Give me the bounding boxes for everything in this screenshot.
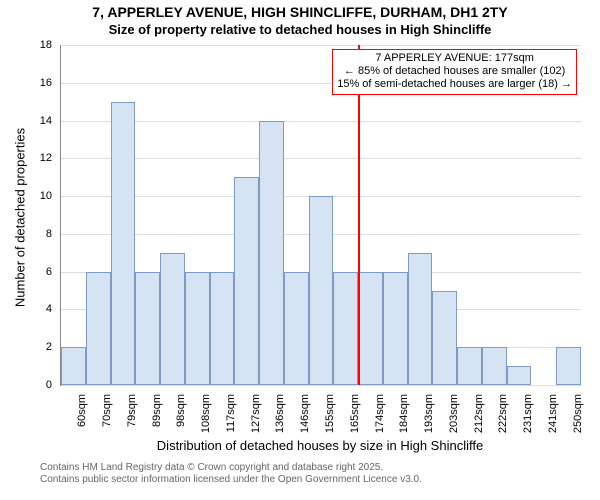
x-tick-label: 174sqm <box>374 394 386 433</box>
annotation-box: 7 APPERLEY AVENUE: 177sqm← 85% of detach… <box>332 49 577 95</box>
y-ticks: 024681012141618 <box>0 45 56 385</box>
title-line1: 7, APPERLEY AVENUE, HIGH SHINCLIFFE, DUR… <box>0 4 600 20</box>
footer-line1: Contains HM Land Registry data © Crown c… <box>40 462 600 474</box>
x-tick-label: 70sqm <box>101 394 113 427</box>
histogram-bar <box>408 253 433 385</box>
y-tick-label: 8 <box>46 228 52 240</box>
x-tick-label: 60sqm <box>76 394 88 427</box>
histogram-bar <box>507 366 532 385</box>
y-tick-label: 10 <box>40 190 52 202</box>
histogram-bar <box>86 272 111 385</box>
x-tick-label: 127sqm <box>250 394 262 433</box>
y-tick-label: 16 <box>40 77 52 89</box>
x-tick-label: 212sqm <box>473 394 485 433</box>
x-tick-label: 203sqm <box>448 394 460 433</box>
histogram-bar <box>210 272 235 385</box>
footer-text: Contains HM Land Registry data © Crown c… <box>0 462 600 486</box>
y-tick-label: 6 <box>46 266 52 278</box>
annotation-line: 15% of semi-detached houses are larger (… <box>337 78 572 91</box>
histogram-bar <box>61 347 86 385</box>
histogram-bar <box>457 347 482 385</box>
histogram-bar <box>185 272 210 385</box>
x-tick-label: 165sqm <box>349 394 361 433</box>
histogram-bar <box>358 272 383 385</box>
x-tick-label: 193sqm <box>423 394 435 433</box>
x-tick-label: 108sqm <box>200 394 212 433</box>
x-tick-label: 184sqm <box>398 394 410 433</box>
histogram-bar <box>383 272 408 385</box>
x-tick-label: 231sqm <box>522 394 534 433</box>
histogram-bar <box>309 196 334 385</box>
x-tick-label: 146sqm <box>299 394 311 433</box>
reference-line <box>358 45 360 385</box>
plot-area: 7 APPERLEY AVENUE: 177sqm← 85% of detach… <box>60 45 581 386</box>
histogram-bar <box>284 272 309 385</box>
histogram-bar <box>556 347 581 385</box>
annotation-line: ← 85% of detached houses are smaller (10… <box>337 65 572 78</box>
x-tick-label: 250sqm <box>572 394 584 433</box>
histogram-bar <box>482 347 507 385</box>
y-tick-label: 14 <box>40 115 52 127</box>
grid-line <box>61 45 581 46</box>
histogram-bar <box>432 291 457 385</box>
x-tick-label: 117sqm <box>225 394 237 432</box>
histogram-bar <box>135 272 160 385</box>
chart-container: 7, APPERLEY AVENUE, HIGH SHINCLIFFE, DUR… <box>0 0 600 500</box>
histogram-bar <box>234 177 259 385</box>
y-tick-label: 18 <box>40 39 52 51</box>
y-tick-label: 12 <box>40 152 52 164</box>
y-tick-label: 4 <box>46 303 52 315</box>
x-tick-label: 79sqm <box>126 394 138 427</box>
y-tick-label: 0 <box>46 379 52 391</box>
histogram-bar <box>259 121 284 385</box>
histogram-bar <box>111 102 136 385</box>
histogram-bar <box>333 272 358 385</box>
y-tick-label: 2 <box>46 341 52 353</box>
x-tick-label: 241sqm <box>547 394 559 433</box>
footer-line2: Contains public sector information licen… <box>40 474 600 486</box>
x-tick-label: 155sqm <box>324 394 336 433</box>
grid-line <box>61 385 581 386</box>
x-tick-label: 222sqm <box>497 394 509 433</box>
annotation-line: 7 APPERLEY AVENUE: 177sqm <box>337 52 572 65</box>
title-line2: Size of property relative to detached ho… <box>0 22 600 37</box>
grid-line <box>61 121 581 122</box>
x-tick-label: 136sqm <box>274 394 286 433</box>
x-axis-label: Distribution of detached houses by size … <box>60 438 580 453</box>
grid-line <box>61 158 581 159</box>
histogram-bar <box>160 253 185 385</box>
x-tick-label: 89sqm <box>151 394 163 427</box>
x-tick-label: 98sqm <box>175 394 187 427</box>
